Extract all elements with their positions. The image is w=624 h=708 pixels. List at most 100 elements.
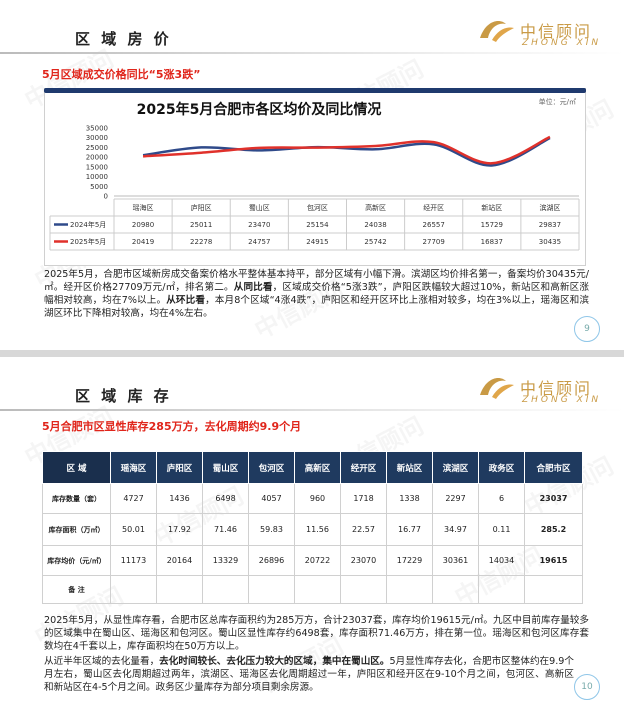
table-cell: 1436: [156, 483, 203, 514]
table-cell: 13329: [202, 545, 249, 576]
table-cell: 6: [478, 483, 525, 514]
legend-label: 2024年5月: [70, 220, 106, 229]
table-cell: [432, 575, 479, 604]
inventory-table: 区 域瑶海区 庐阳区 蜀山区 包河区 高新区 经开区 新站区 滨湖区 政务区 合肥市区 库存数量（套…: [42, 451, 583, 604]
table-cell: 库存均价（元/㎡）: [42, 545, 111, 576]
table-value: 23470: [248, 221, 270, 229]
x-tick-label: 滨湖区: [539, 203, 560, 212]
y-tick-label: 20000: [86, 154, 108, 162]
table-cell: 1338: [386, 483, 433, 514]
header-cell: 经开区: [340, 451, 387, 484]
legend-label: 2025年5月: [70, 237, 106, 246]
table-cell: 285.2: [524, 513, 583, 546]
series-line: [142, 135, 551, 165]
table-cell: 50.01: [110, 513, 157, 546]
chart-title: 2025年5月合肥市各区均价及同比情况: [137, 101, 382, 118]
table-row: 库存数量（套） 4727 1436 6498 4057 960 1718 1338 2297 6 2…: [42, 483, 583, 514]
y-tick-label: 15000: [86, 163, 108, 171]
table-cell: 1718: [340, 483, 387, 514]
table-cell: 14034: [478, 545, 525, 576]
table-cell: 11173: [110, 545, 157, 576]
chart: 2025年5月合肥市各区均价及同比情况 单位：元/㎡ 0 5000 10000 15000…: [44, 88, 586, 266]
table-cell: 20722: [294, 545, 341, 576]
table-cell: 0.11: [478, 513, 525, 546]
text-segment: 从环比看: [166, 295, 206, 306]
table-value: 26557: [423, 221, 445, 229]
x-tick-label: 包河区: [307, 203, 328, 212]
table-cell: [294, 575, 341, 604]
header-cell: 蜀山区: [202, 451, 249, 484]
text-segment: 去化时间较长、去化压力较大的区域，集中在蜀山区。: [159, 656, 390, 667]
x-tick-label: 经开区: [423, 203, 444, 212]
table-value: 15729: [481, 221, 503, 229]
page-number: 10: [574, 674, 600, 700]
header-cell: 合肥市区: [524, 451, 583, 484]
logo-mark: [480, 377, 514, 399]
table-cell: 备 注: [42, 575, 111, 604]
table-value: 22278: [190, 238, 212, 246]
table-value: 25742: [364, 238, 386, 246]
y-tick-label: 0: [104, 193, 108, 201]
page-number: 9: [574, 316, 600, 342]
subtitle: 5月区域成交价格同比“5涨3跌”: [42, 68, 201, 81]
paragraph: 2025年5月，从显性库存看，合肥市区总库存面积约为285万方，合计23037套…: [44, 614, 589, 653]
text-segment: 2025年5月，从显性库存看，合肥市区总库存面积约为285万方，合计23037套…: [44, 615, 589, 652]
chart-top-bar: [44, 88, 586, 93]
paragraph: 2025年5月，合肥市区域新房成交备案价格水平整体基本持平，部分区域有小幅下滑。…: [44, 268, 589, 320]
table-value: 25154: [306, 221, 329, 229]
logo-text: 中信顾问: [520, 22, 593, 41]
y-tick-label: 25000: [86, 144, 108, 152]
header-cell: 政务区: [478, 451, 525, 484]
slide: 中信顾问 中信顾问 中信顾问 中信顾问 中信顾问 中信顾问 中信顾问区 域 库 存中信顾问 Z…: [0, 357, 624, 708]
header-title: 区 域 房 价: [75, 30, 172, 48]
chart-frame: [44, 88, 586, 266]
logo-subtext: ZHONG XIN: [522, 38, 602, 48]
table-cell: 19615: [524, 545, 583, 576]
table-cell: 16.77: [386, 513, 433, 546]
text-segment: 从近半年区域的去化量看，: [44, 656, 160, 667]
header-cell: 新站区: [386, 451, 433, 484]
table-cell: 4057: [248, 483, 295, 514]
table-value: 16837: [481, 238, 503, 246]
x-tick-label: 高新区: [365, 203, 386, 212]
table-value: 27709: [423, 238, 445, 246]
text-segment: ，本月8个区域“4涨4跌”，庐阳区和经开区环比上涨相对较多，均在3%以上，瑶海区…: [44, 295, 589, 319]
header-rule: [0, 52, 624, 54]
table-cell: 22.57: [340, 513, 387, 546]
header-cell: 庐阳区: [156, 451, 203, 484]
text-segment: 2025年5月，合肥市区域新房成交备案价格水平整体基本持平，部分区域有小幅下滑。…: [44, 269, 589, 293]
table-cell: 26896: [248, 545, 295, 576]
table-cell: [386, 575, 433, 604]
subtitle: 5月合肥市区显性库存285万方，去化周期约9.9个月: [42, 420, 302, 433]
logo-text: 中信顾问: [520, 379, 593, 398]
table-cell: [478, 575, 525, 604]
table-cell: 4727: [110, 483, 157, 514]
x-tick-label: 新站区: [481, 203, 502, 212]
paragraph: 从近半年区域的去化量看，去化时间较长、去化压力较大的区域，集中在蜀山区。5月显性…: [44, 655, 574, 694]
header-cell: 包河区: [248, 451, 295, 484]
header-title: 区 域 库 存: [75, 387, 172, 405]
table-cell: 6498: [202, 483, 249, 514]
y-tick-label: 10000: [86, 173, 108, 181]
y-tick-label: 30000: [86, 134, 108, 142]
text-segment: 从同比看: [233, 282, 273, 293]
table-cell: 17.92: [156, 513, 203, 546]
y-tick-label: 5000: [90, 183, 108, 191]
table-cell: [202, 575, 249, 604]
table-cell: 库存面积（万㎡）: [42, 513, 111, 546]
table-value: 20980: [132, 221, 154, 229]
table-value: 29837: [539, 221, 561, 229]
logo-swoosh: [492, 27, 514, 42]
text-segment: ，区域成交价格“5涨3跌”，庐阳区跌幅较大超过10%，新站区和高新区涨幅相对较高…: [44, 282, 589, 306]
header-rule: [0, 409, 624, 411]
header-cell: 瑶海区: [110, 451, 157, 484]
table-value: 24757: [248, 238, 270, 246]
table-cell: 23070: [340, 545, 387, 576]
table-cell: 71.46: [202, 513, 249, 546]
table-row: 备 注: [42, 575, 583, 604]
x-tick-label: 庐阳区: [191, 203, 212, 212]
table-value: 25011: [190, 221, 212, 229]
header-cell: 高新区: [294, 451, 341, 484]
